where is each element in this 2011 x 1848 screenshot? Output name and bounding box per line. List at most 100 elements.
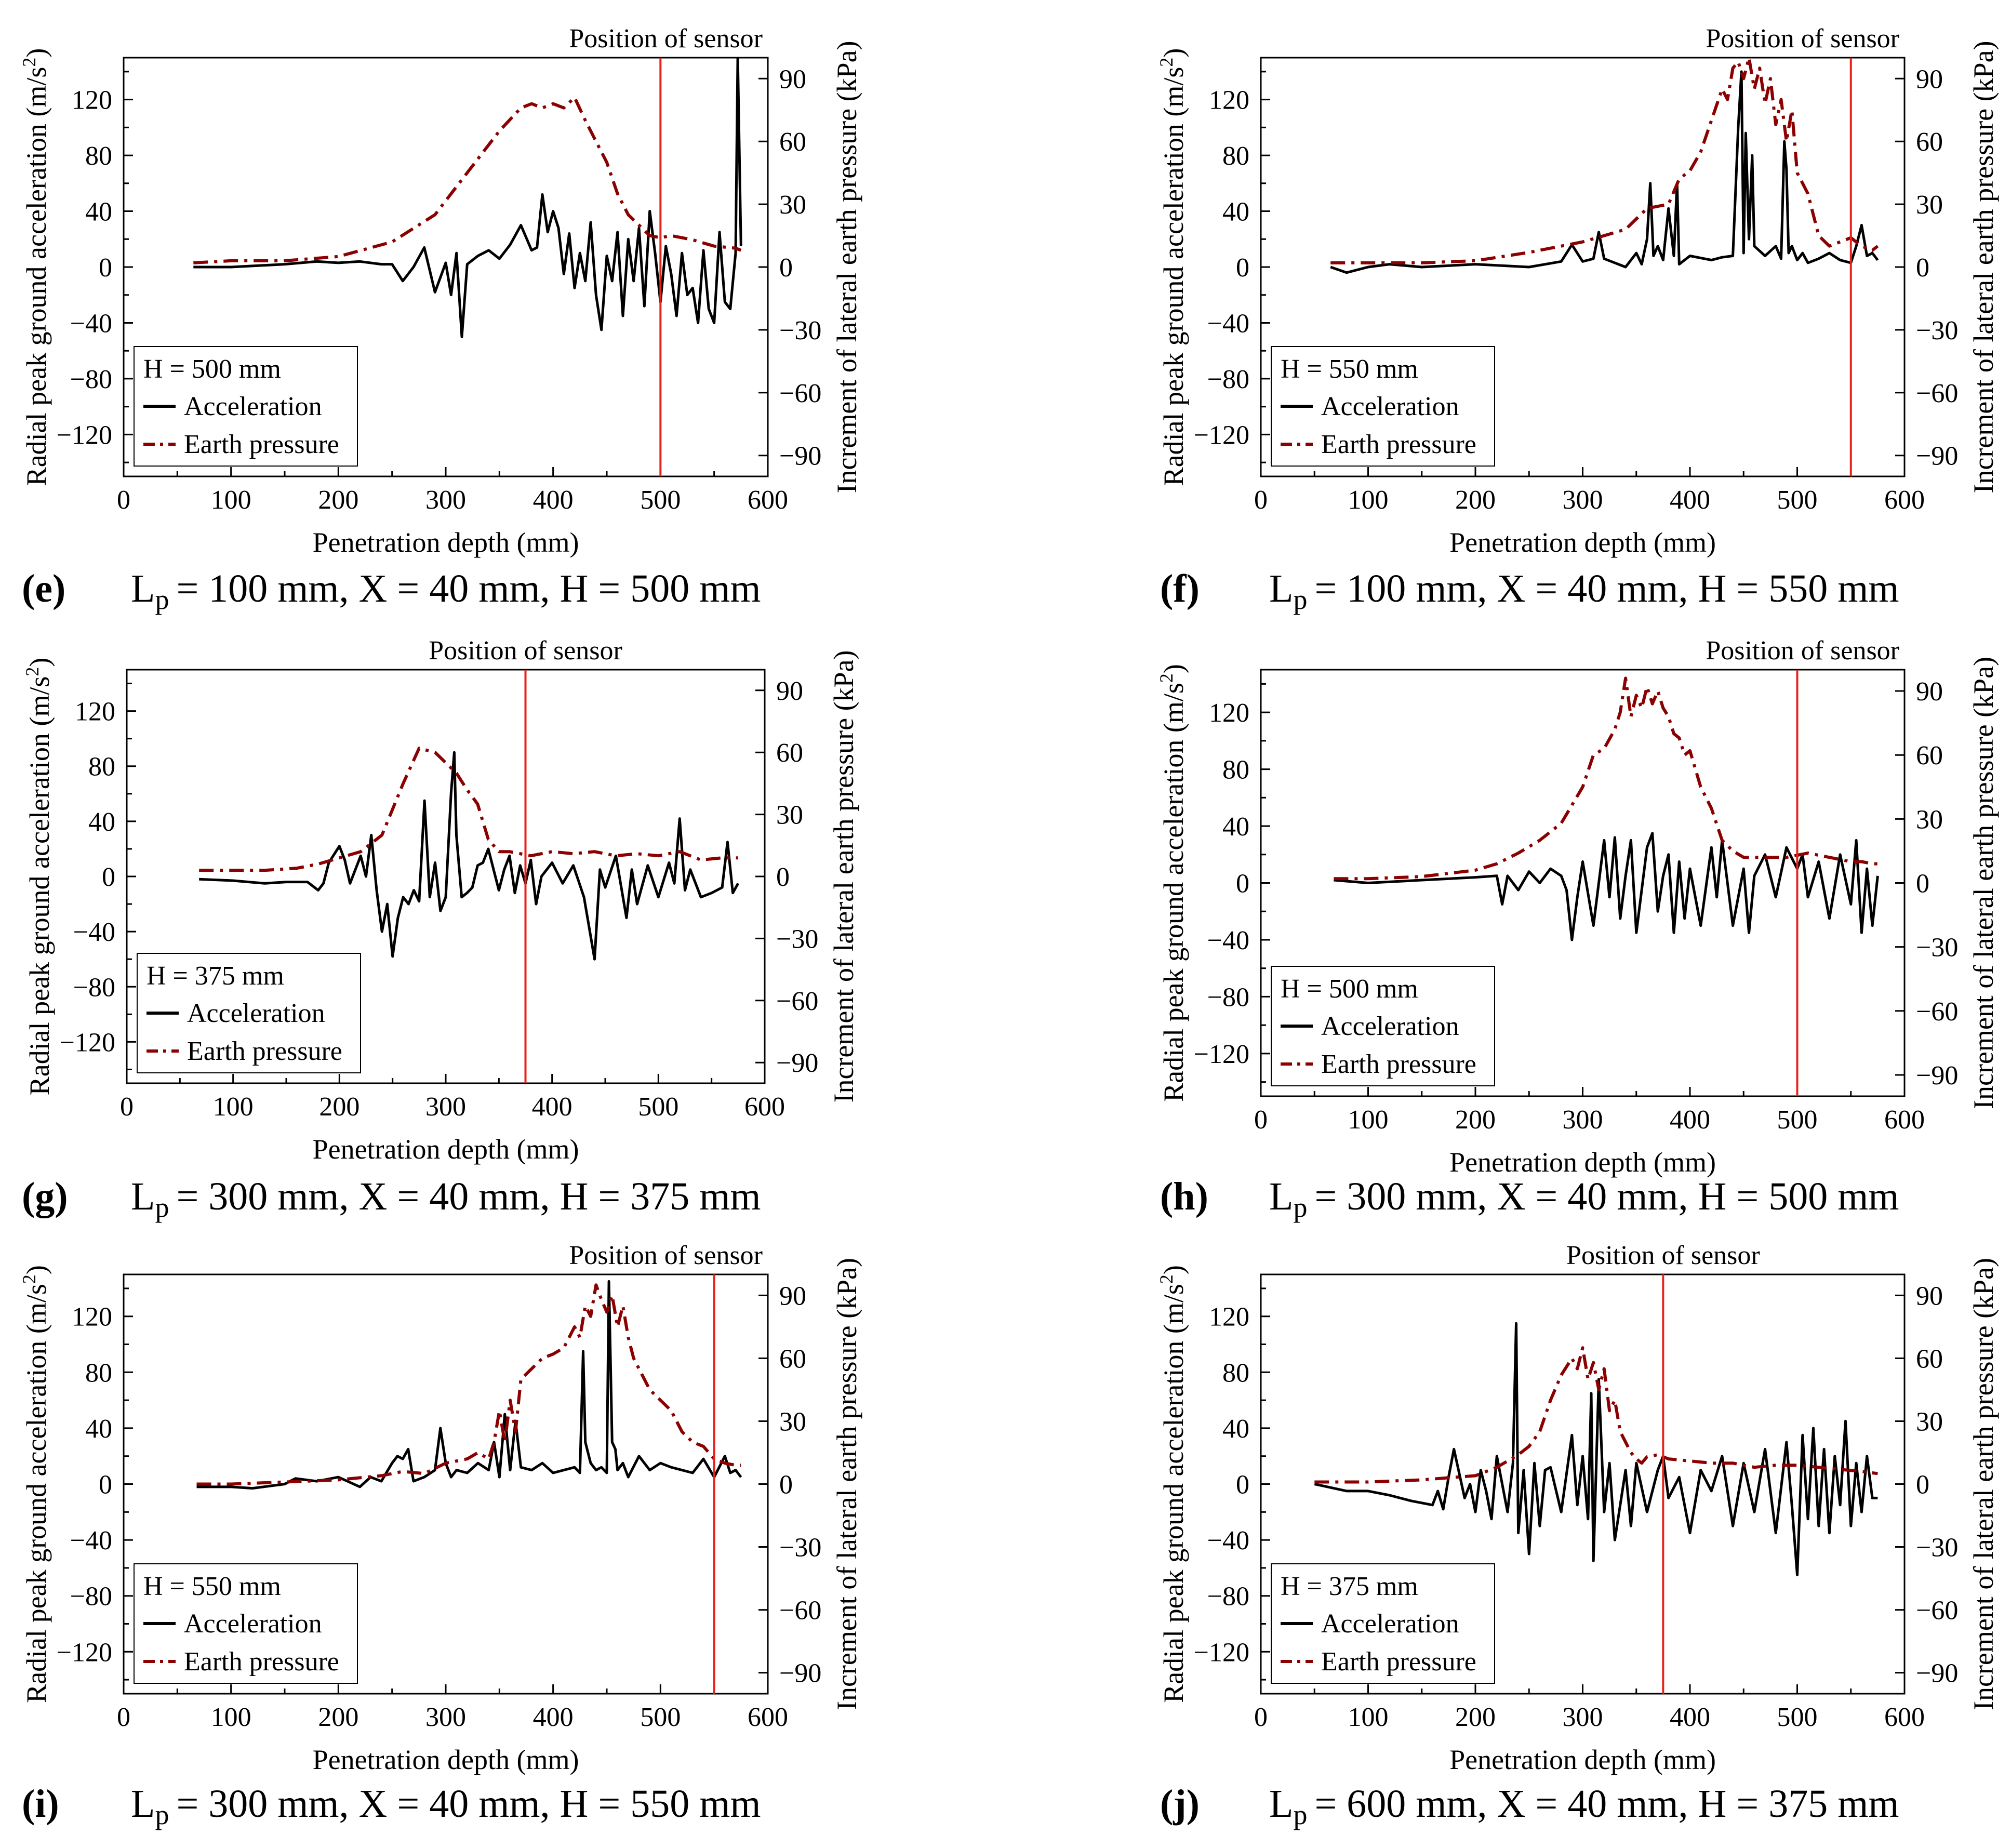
- x-tick-label: 400: [1670, 1105, 1710, 1135]
- y2-tick-label: 90: [779, 1281, 806, 1311]
- y2-axis-title: Increment of lateral earth pressure (kPa…: [1968, 41, 1999, 493]
- y2-tick-label: 60: [779, 1344, 806, 1374]
- y-tick-label: 80: [1222, 755, 1249, 785]
- y2-tick-label: 0: [779, 1470, 793, 1500]
- y-tick-label: 0: [99, 1470, 112, 1500]
- y2-tick-label: 90: [1916, 677, 1943, 707]
- plot-area: [193, 58, 742, 338]
- y2-tick-label: 90: [1916, 64, 1943, 94]
- caption-rest: = 300 mm, X = 40 mm, H = 500 mm: [1314, 1175, 1899, 1218]
- x-tick-label: 400: [533, 1703, 574, 1732]
- x-tick-label: 100: [1348, 485, 1389, 515]
- y-tick-label: 80: [85, 141, 112, 171]
- x-tick-label: 500: [1777, 1703, 1818, 1732]
- x-tick-label: 400: [533, 485, 574, 515]
- caption-sub-p: p: [155, 584, 169, 615]
- y2-tick-label: −30: [779, 316, 821, 345]
- y2-tick-label: −60: [779, 379, 821, 408]
- y2-axis-title: Increment of lateral earth pressure (kPa…: [828, 650, 859, 1102]
- x-tick-label: 200: [1455, 1703, 1496, 1732]
- x-tick-label: 200: [319, 1092, 359, 1122]
- y-tick-label: −40: [1207, 309, 1249, 338]
- x-tick-label: 600: [1884, 1703, 1925, 1732]
- x-tick-label: 200: [318, 485, 358, 515]
- legend-title: H = 550 mm: [1281, 354, 1418, 384]
- y-tick-label: 80: [85, 1358, 112, 1388]
- legend-acceleration-label: Acceleration: [187, 999, 325, 1028]
- y-axis-title-sup: 2: [19, 1274, 39, 1284]
- sensor-position-label: Position of sensor: [1566, 1241, 1760, 1270]
- y-axis-title-main: Radial peak ground acceleration (m/s: [1158, 67, 1189, 486]
- y-tick-label: 80: [1222, 141, 1249, 171]
- y2-axis-title: Increment of lateral earth pressure (kPa…: [1968, 657, 1999, 1109]
- plot-area: [199, 747, 739, 961]
- x-tick-label: 0: [117, 1703, 130, 1732]
- earth-pressure-line: [1314, 1346, 1878, 1484]
- y-tick-label: −40: [70, 1526, 112, 1555]
- chart-panel-g: 0 100 200 300 400 500 60012080400−40−80−120906…: [22, 636, 859, 1223]
- y2-tick-label: 90: [779, 64, 806, 94]
- x-tick-label: 100: [211, 485, 251, 515]
- caption-l: L: [1269, 1782, 1293, 1826]
- y2-tick-label: −90: [779, 1659, 821, 1689]
- chart-panel-e: 0 100 200 300 400 500 60012080400−40−80−120906…: [19, 24, 862, 615]
- caption-sub-p: p: [155, 1799, 169, 1830]
- y-tick-label: 0: [102, 862, 115, 892]
- x-tick-label: 600: [748, 1703, 788, 1732]
- legend-title: H = 500 mm: [1281, 974, 1418, 1004]
- y-tick-label: 0: [1236, 253, 1249, 283]
- y2-tick-label: 30: [779, 1407, 806, 1437]
- caption-text: Lp = 300 mm, X = 40 mm, H = 500 mm: [1269, 1175, 1899, 1223]
- y-tick-label: 120: [72, 86, 112, 115]
- legend-earth-pressure-label: Earth pressure: [184, 1647, 339, 1677]
- y2-tick-label: 60: [1916, 741, 1943, 770]
- caption-l: L: [131, 567, 155, 610]
- earth-pressure-line: [1330, 58, 1879, 264]
- acceleration-line: [199, 751, 739, 961]
- x-tick-label: 200: [1455, 1105, 1496, 1135]
- x-tick-label: 300: [1563, 485, 1603, 515]
- y-axis-title-main: Radial peak ground acceleration (m/s: [21, 1284, 52, 1703]
- y-axis-title-main: Radial peak ground acceleration (m/s: [24, 676, 55, 1096]
- plot-area: [1334, 676, 1879, 941]
- plot-area: [196, 1280, 742, 1490]
- y2-tick-label: 0: [1916, 253, 1929, 283]
- y2-axis-title: Increment of lateral earth pressure (kPa…: [1968, 1258, 1999, 1710]
- y2-tick-label: −60: [1916, 379, 1958, 408]
- y-tick-label: 120: [75, 697, 115, 727]
- y-axis-title-sup: 2: [22, 667, 43, 676]
- y-tick-label: 120: [1209, 1302, 1249, 1332]
- y-axis-title-sup: 2: [1156, 1274, 1177, 1284]
- y-tick-label: −80: [73, 973, 115, 1002]
- legend-title: H = 375 mm: [147, 961, 284, 991]
- y-axis-title-main: Radial peak ground acceleration (m/s: [1158, 683, 1189, 1102]
- y-tick-label: −120: [1194, 420, 1249, 450]
- caption-l: L: [1269, 1175, 1293, 1218]
- x-tick-label: 0: [1254, 1703, 1268, 1732]
- chart-panel-i: 0 100 200 300 400 500 60012080400−40−80−120906…: [19, 1241, 862, 1830]
- legend-acceleration-label: Acceleration: [184, 392, 322, 421]
- y2-tick-label: 60: [779, 127, 806, 157]
- legend-earth-pressure-label: Earth pressure: [1321, 1049, 1476, 1079]
- legend-earth-pressure-label: Earth pressure: [1321, 1647, 1476, 1677]
- caption-letter: (g): [22, 1175, 68, 1218]
- y-axis-title: Radial peak ground acceleration (m/s2): [19, 48, 52, 486]
- y-tick-label: 40: [1222, 1414, 1249, 1444]
- y-tick-label: 120: [72, 1302, 112, 1332]
- y-tick-label: −40: [73, 918, 115, 947]
- y2-axis-title: Increment of lateral earth pressure (kPa…: [831, 41, 862, 493]
- x-tick-label: 600: [1884, 1105, 1925, 1135]
- legend-acceleration-label: Acceleration: [184, 1609, 322, 1639]
- y2-tick-label: −30: [779, 1533, 821, 1563]
- y-tick-label: −40: [1207, 926, 1249, 955]
- earth-pressure-line: [196, 1283, 741, 1486]
- caption-letter: (f): [1160, 567, 1200, 610]
- x-tick-label: 500: [1777, 485, 1818, 515]
- y-tick-label: 0: [1236, 869, 1249, 899]
- y-tick-label: −40: [70, 309, 112, 338]
- x-tick-label: 500: [1777, 1105, 1818, 1135]
- caption-letter: (j): [1160, 1782, 1200, 1826]
- caption-sub-p: p: [1293, 1799, 1307, 1830]
- caption-rest: = 100 mm, X = 40 mm, H = 550 mm: [1314, 567, 1899, 610]
